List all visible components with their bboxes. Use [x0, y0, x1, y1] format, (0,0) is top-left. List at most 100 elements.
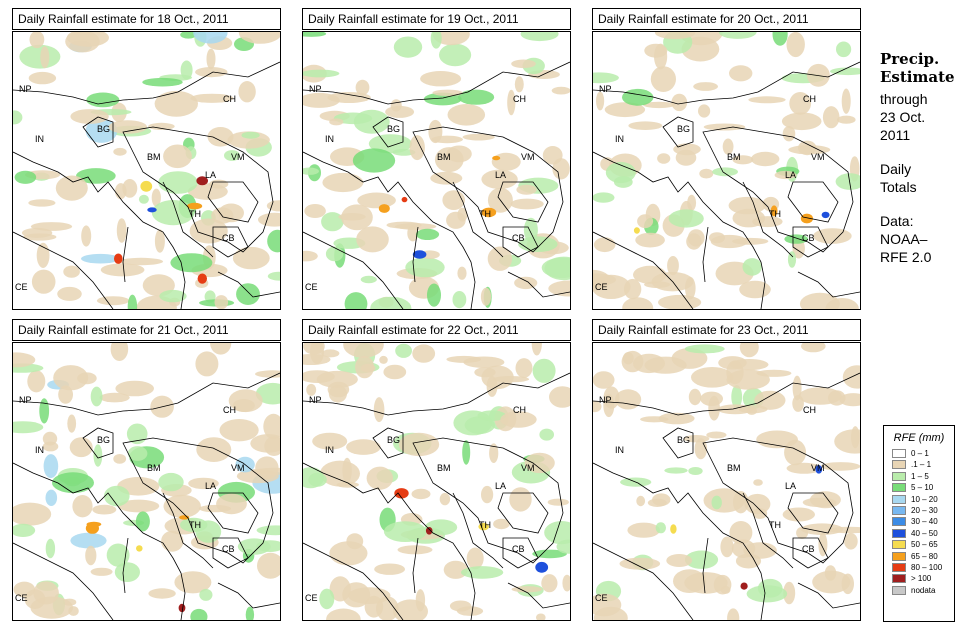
- legend-item: 20 – 30: [884, 505, 954, 516]
- rain-area: [658, 412, 695, 425]
- side-title-line2: Estimate: [880, 68, 955, 86]
- boundary-line: [452, 181, 504, 258]
- rain-area: [303, 343, 325, 355]
- country-label-cb: CB: [222, 544, 235, 554]
- rain-area: [477, 410, 506, 421]
- legend-label: > 100: [911, 574, 932, 584]
- rain-area: [189, 218, 228, 244]
- rain-area: [199, 588, 213, 601]
- rain-area: [457, 266, 467, 280]
- rain-area: [727, 608, 740, 620]
- map-panel-1: Daily Rainfall estimate for 18 Oct., 201…: [12, 8, 281, 310]
- boundary-line: [217, 271, 280, 298]
- map-drawing: [13, 343, 280, 620]
- rain-area: [520, 32, 559, 42]
- boundary-line: [593, 151, 766, 309]
- rain-area: [510, 198, 544, 210]
- rain-area: [333, 112, 373, 125]
- rain-area: [487, 246, 513, 271]
- rain-area: [511, 59, 536, 69]
- rain-area: [439, 43, 472, 67]
- rain-area: [551, 86, 570, 95]
- country-label-np: NP: [19, 395, 32, 405]
- rain-area: [52, 472, 94, 494]
- rain-area: [33, 581, 59, 605]
- rain-core: [800, 213, 813, 224]
- rain-area: [53, 365, 89, 391]
- boundary-line: [82, 116, 114, 148]
- country-label-ce: CE: [305, 593, 318, 603]
- rain-area: [801, 343, 826, 353]
- rain-area: [664, 467, 688, 474]
- rain-area: [86, 92, 120, 108]
- rain-area: [42, 441, 59, 452]
- boundary-line: [452, 492, 504, 569]
- rain-area: [635, 232, 665, 248]
- rain-area: [190, 608, 208, 620]
- rain-area: [96, 296, 130, 306]
- rain-area: [432, 32, 470, 46]
- rain-area: [841, 88, 851, 114]
- rain-area: [114, 562, 140, 582]
- rain-area: [158, 472, 184, 492]
- rain-area: [726, 369, 770, 390]
- legend-label: 50 – 65: [911, 540, 938, 550]
- rain-area: [19, 44, 61, 69]
- legend-item: 1 – 5: [884, 471, 954, 482]
- rain-area: [593, 192, 615, 203]
- rain-area: [685, 276, 696, 300]
- rain-area: [430, 32, 442, 49]
- rain-area: [548, 280, 570, 297]
- rain-area: [462, 440, 471, 465]
- rain-area: [718, 32, 757, 39]
- rainfall-map: NP CH IN BG BM VM LA TH CB CE: [592, 342, 861, 621]
- rain-area: [627, 522, 660, 538]
- country-label-in: IN: [615, 445, 624, 455]
- map-drawing: [593, 32, 860, 309]
- country-label-ch: CH: [223, 405, 236, 415]
- rain-area: [720, 536, 734, 558]
- rain-area: [206, 48, 216, 70]
- rain-area: [148, 588, 176, 599]
- legend-label: 0 – 1: [911, 449, 929, 458]
- rain-area: [787, 251, 797, 268]
- rain-area: [729, 65, 753, 82]
- rain-area: [113, 147, 127, 156]
- legend-item: 10 – 20: [884, 494, 954, 505]
- boundary-line: [662, 116, 694, 148]
- rain-area: [14, 170, 37, 184]
- country-label-th: TH: [189, 209, 201, 219]
- rain-area: [731, 385, 743, 409]
- rain-area: [452, 291, 467, 309]
- rain-area: [28, 199, 56, 207]
- rain-core: [187, 202, 203, 210]
- rain-area: [824, 565, 837, 581]
- rain-area: [238, 81, 256, 103]
- legend-item: > 100: [884, 573, 954, 584]
- rain-area: [699, 168, 714, 179]
- rain-area: [63, 265, 80, 278]
- panel-title: Daily Rainfall estimate for 18 Oct., 201…: [12, 8, 281, 30]
- boundary-line: [412, 126, 564, 253]
- rain-area: [267, 229, 280, 253]
- map-drawing: [13, 32, 280, 309]
- rain-area: [85, 545, 97, 566]
- rain-area: [841, 573, 854, 595]
- rain-area: [742, 258, 762, 276]
- rain-core: [670, 524, 677, 534]
- rain-area: [195, 351, 219, 377]
- rain-area: [210, 343, 232, 355]
- rain-area: [556, 539, 570, 554]
- rain-area: [798, 140, 817, 156]
- rain-area: [772, 32, 788, 46]
- rain-area: [161, 530, 184, 552]
- legend-swatch: [892, 574, 906, 584]
- panel-title: Daily Rainfall estimate for 23 Oct., 201…: [592, 319, 861, 341]
- map-panel-3: Daily Rainfall estimate for 20 Oct., 201…: [592, 8, 861, 310]
- rain-area: [500, 411, 537, 428]
- boundary-line: [792, 537, 829, 569]
- boundary-line: [662, 427, 694, 459]
- rain-area: [397, 545, 433, 555]
- rain-area: [321, 349, 340, 358]
- rain-area: [514, 76, 524, 93]
